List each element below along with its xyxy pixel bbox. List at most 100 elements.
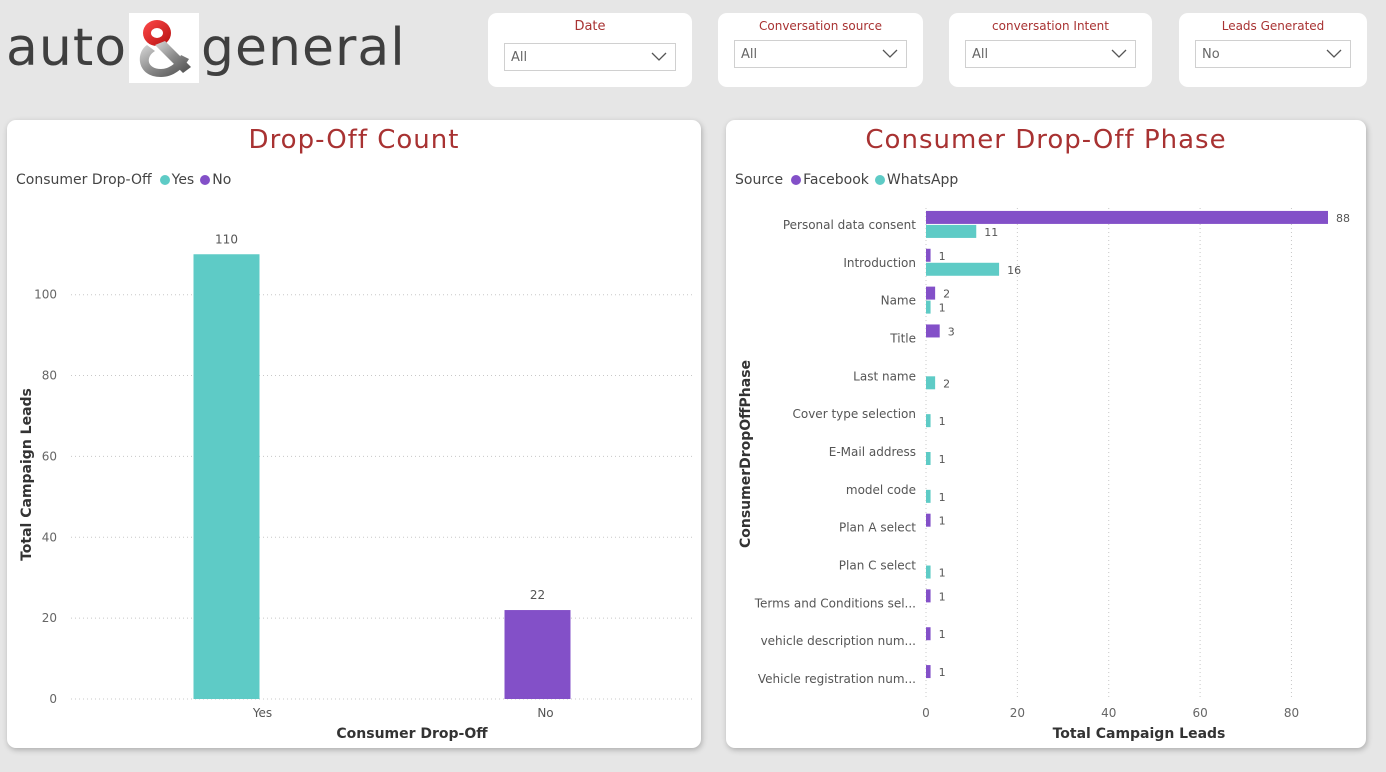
legend-item-whatsapp[interactable]: WhatsApp	[886, 172, 959, 188]
slicer-title: Date	[574, 19, 606, 34]
conversation-source-dropdown[interactable]: All	[734, 40, 907, 68]
legend-title: Source	[735, 172, 784, 188]
x-tick-label: 80	[1284, 706, 1299, 720]
y-tick-label: Plan C select	[839, 559, 916, 573]
bar-yes[interactable]	[193, 254, 260, 700]
dropdown-value: All	[511, 49, 528, 65]
bar-facebook[interactable]	[926, 210, 1328, 224]
date-dropdown[interactable]: All	[504, 43, 676, 71]
date-slicer: Date All	[488, 13, 692, 87]
y-tick-label: 0	[49, 692, 57, 706]
bar-facebook[interactable]	[926, 324, 940, 338]
bar-whatsapp[interactable]	[926, 262, 1000, 276]
legend-dot-yes	[159, 175, 170, 185]
y-axis-title: ConsumerDropOffPhase	[738, 360, 754, 548]
data-label: 1	[939, 567, 946, 580]
dropdown-value: All	[741, 46, 758, 62]
data-label: 1	[939, 666, 946, 679]
dropdown-value: All	[972, 46, 989, 62]
dropdown-value: No	[1202, 46, 1220, 62]
logo: auto general	[6, 10, 406, 85]
y-tick-label: model code	[846, 483, 916, 497]
chevron-down-icon	[1326, 49, 1342, 58]
bar-no[interactable]	[504, 610, 571, 699]
bar-facebook[interactable]	[926, 286, 936, 300]
bar-facebook[interactable]	[926, 248, 931, 262]
data-label: 110	[215, 232, 238, 246]
y-tick-label: Name	[881, 294, 916, 308]
y-tick-label: 60	[42, 449, 57, 463]
conversation-intent-slicer: conversation Intent All	[949, 13, 1152, 87]
bar-facebook[interactable]	[926, 513, 931, 527]
legend-dot-no	[200, 175, 211, 185]
data-label: 1	[939, 302, 946, 315]
bar-whatsapp[interactable]	[926, 414, 931, 428]
legend-dot-facebook	[791, 175, 802, 185]
chart-title: Drop-Off Count	[248, 125, 460, 155]
slicer-title: Leads Generated	[1221, 19, 1325, 33]
bar-whatsapp[interactable]	[926, 489, 931, 503]
y-tick-label: Introduction	[843, 256, 916, 270]
x-tick-label: 60	[1192, 706, 1207, 720]
legend-item-facebook[interactable]: Facebook	[803, 172, 869, 188]
legend-title: Consumer Drop-Off	[16, 172, 152, 188]
y-tick-label: vehicle description num...	[761, 634, 916, 648]
chart-title: Consumer Drop-Off Phase	[865, 125, 1227, 155]
chart-legend: Source Facebook WhatsApp	[735, 172, 958, 188]
data-label: 3	[948, 325, 955, 338]
chart-legend: Consumer Drop-Off Yes No	[16, 172, 231, 188]
data-label: 1	[939, 491, 946, 504]
conversation-source-slicer: Conversation source All	[718, 13, 923, 87]
chevron-down-icon	[651, 52, 667, 61]
conversation-intent-dropdown[interactable]: All	[965, 40, 1136, 68]
data-label: 1	[939, 415, 946, 428]
bar-facebook[interactable]	[926, 665, 931, 679]
x-tick-label: Yes	[252, 706, 272, 720]
drop-off-count-panel: Drop-Off Count Consumer Drop-Off Yes No …	[7, 120, 701, 748]
data-label: 11	[984, 226, 998, 239]
data-label: 1	[939, 453, 946, 466]
leads-generated-dropdown[interactable]: No	[1195, 40, 1351, 68]
y-axis-title: Total Campaign Leads	[19, 388, 35, 561]
bar-whatsapp[interactable]	[926, 224, 977, 238]
bar-facebook[interactable]	[926, 627, 931, 641]
y-tick-label: 40	[42, 530, 57, 544]
slicer-title: Conversation source	[759, 19, 882, 33]
legend-item-no[interactable]: No	[212, 172, 232, 188]
drop-off-count-chart: 0 20 40 60 80 100 110 Yes 22 No Consumer Drop-Off T…	[19, 232, 693, 742]
y-tick-label: Vehicle registration num...	[758, 672, 916, 686]
legend-dot-whatsapp	[874, 175, 885, 185]
data-label: 22	[530, 588, 545, 602]
logo-right-text: general	[201, 17, 406, 78]
x-axis-title: Consumer Drop-Off	[336, 726, 488, 742]
y-tick-label: 80	[42, 369, 57, 383]
x-tick-label: No	[537, 706, 553, 720]
chevron-down-icon	[882, 49, 898, 58]
slicer-title: conversation Intent	[992, 19, 1109, 33]
y-tick-label: Last name	[853, 369, 916, 383]
data-label: 2	[943, 377, 950, 390]
x-tick-label: 40	[1101, 706, 1116, 720]
y-tick-label: Plan A select	[839, 521, 916, 535]
data-label: 2	[943, 288, 950, 301]
data-label: 88	[1336, 212, 1350, 225]
y-tick-label: E-Mail address	[829, 445, 916, 459]
bar-facebook[interactable]	[926, 589, 931, 603]
bar-whatsapp[interactable]	[926, 300, 931, 314]
bar-whatsapp[interactable]	[926, 565, 931, 579]
legend-item-yes[interactable]: Yes	[171, 172, 195, 188]
y-tick-label: Personal data consent	[783, 218, 916, 232]
y-tick-label: Cover type selection	[792, 407, 916, 421]
x-tick-label: 20	[1010, 706, 1025, 720]
data-label: 16	[1007, 264, 1021, 277]
x-axis-title: Total Campaign Leads	[1053, 726, 1226, 742]
bar-whatsapp[interactable]	[926, 452, 931, 465]
data-label: 1	[939, 515, 946, 528]
consumer-drop-off-phase-panel: Consumer Drop-Off Phase Source Facebook …	[726, 120, 1366, 748]
ampersand-logo-icon	[129, 12, 200, 83]
y-tick-label: 100	[34, 288, 57, 302]
data-label: 1	[939, 590, 946, 603]
chevron-down-icon	[1111, 49, 1127, 58]
bar-whatsapp[interactable]	[926, 376, 936, 390]
